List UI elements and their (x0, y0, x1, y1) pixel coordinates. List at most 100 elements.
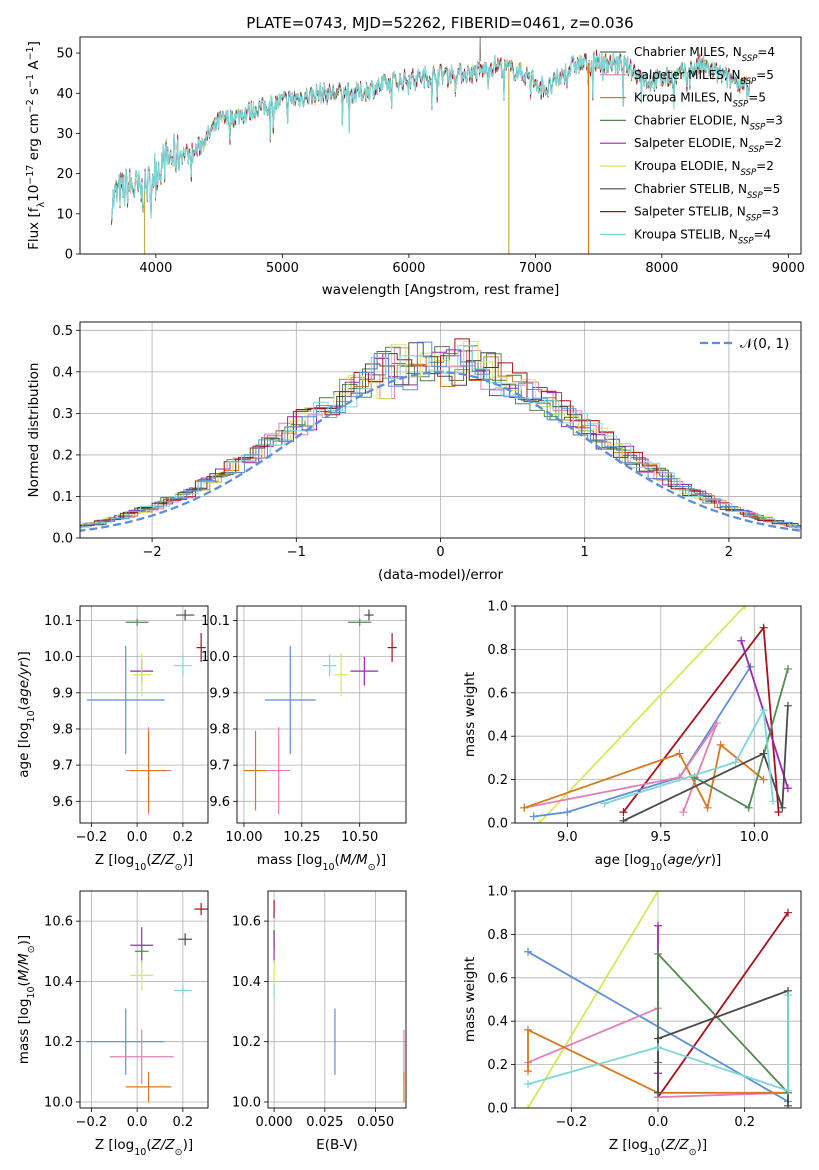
label-part: ⊙ (689, 1147, 697, 1158)
y-tick-label: 9.8 (52, 722, 73, 737)
legend-text: Kroupa STELIB, N (634, 227, 738, 241)
y-tick-label: 9.7 (52, 759, 73, 774)
x-tick-label: 10.0 (740, 830, 769, 845)
label-part: M/M (340, 852, 368, 868)
y-tick-label: 10.2 (44, 1035, 73, 1050)
plot-area (237, 606, 406, 823)
axes-frame (267, 890, 407, 1109)
y-tick-label: 10.0 (232, 1095, 261, 1110)
weight-marker (774, 808, 783, 817)
y-tick-label: 50 (56, 47, 73, 62)
legend-text: Kroupa MILES, N (634, 91, 733, 105)
label-part: age [log (595, 852, 650, 868)
legend-label: Salpeter MILES, NSSP=5 (634, 68, 774, 87)
y-tick-label: 0.5 (52, 324, 73, 339)
y-tick-label: 0.0 (52, 532, 73, 547)
weight-marker (563, 808, 572, 817)
label-part: )] (16, 935, 32, 946)
x-tick-label: 10.00 (225, 830, 262, 845)
y-axis-label: mass weight (462, 957, 478, 1042)
legend-suffix: =4 (757, 45, 775, 59)
axes-frame (236, 605, 407, 824)
label-part: ] (26, 41, 42, 46)
weight-marker (737, 636, 746, 645)
weight-marker (784, 908, 792, 917)
y-tick-label: 0.2 (487, 1058, 508, 1073)
x-tick-label: −0.2 (76, 830, 108, 845)
legend-suffix: =3 (761, 205, 779, 219)
label-part: Z [log (95, 852, 134, 868)
legend-suffix: =2 (764, 136, 782, 150)
axes-frame (514, 890, 802, 1109)
y-tick-label: 10.6 (232, 915, 261, 930)
label-part: mass [log (16, 999, 32, 1065)
x-axis-label: Z [log10(Z/Z⊙)] (95, 1137, 193, 1158)
plot-area (111, 37, 751, 254)
x-tick-label: 10.50 (341, 830, 378, 845)
weight-marker (524, 1067, 532, 1076)
weight-marker (619, 808, 628, 817)
x-tick-label: 0.0 (127, 1115, 148, 1130)
x-axis-label: wavelength [Angstrom, rest frame] (322, 282, 560, 298)
weight-line-8 (604, 707, 774, 805)
hist-step-4 (80, 349, 801, 527)
x-tick-label: 0.025 (306, 1115, 343, 1130)
x-axis-label: E(B-V) (316, 1137, 358, 1153)
legend-text: Kroupa ELODIE, N (634, 159, 741, 173)
x-tick-label: 7000 (519, 261, 552, 276)
x-axis-label: mass [log10(M/M⊙)] (257, 852, 386, 873)
weight-marker (712, 719, 721, 728)
y-axis-label: Normed distribution (26, 363, 42, 498)
y-tick-label: 1.0 (487, 600, 508, 615)
y-tick-label: 9.9 (209, 686, 230, 701)
label-part: Z [log (95, 1137, 134, 1153)
weight-line-0 (527, 891, 659, 1108)
weight-marker (784, 1086, 792, 1095)
y-axis-label: age [log10(age/yr)] (16, 651, 37, 777)
x-tick-label: 9.5 (650, 830, 671, 845)
y-tick-label: 0.6 (487, 971, 508, 986)
weight-marker (768, 797, 777, 806)
y-tick-label: 0.0 (487, 1102, 508, 1117)
panel-mass-vs-ebv: 0.000 0.025 0.050 10.0 10.2 10.4 10.6 E(B-V) (232, 890, 407, 1153)
legend-text: Salpeter MILES, N (634, 68, 741, 82)
label-part: Flux [f (26, 206, 42, 250)
weight-marker (784, 1101, 792, 1108)
weight-marker (679, 808, 688, 817)
legend-suffix: =5 (763, 182, 781, 196)
panel-spectrum: 4000 5000 6000 7000 8000 9000 0 10 20 30 40 50 Chabr… (25, 36, 805, 298)
legend-sub: SSP (733, 100, 749, 110)
label-part: 10 (648, 1147, 660, 1158)
label-part: Z/Z (151, 1137, 176, 1153)
weight-marker (654, 1088, 662, 1097)
y-tick-label: 9.6 (209, 795, 230, 810)
y-tick-label: 0.2 (487, 773, 508, 788)
y-tick-label: 0.4 (487, 730, 508, 745)
x-tick-label: −1 (287, 545, 306, 560)
label-part: 10 (26, 185, 42, 202)
panel-age-vs-Z: −0.2 0.0 0.29.69.79.89.910.010.1Z [log10(Z… (16, 605, 209, 873)
legend-sub: SSP (741, 77, 757, 87)
label-part: age/yr (16, 660, 32, 705)
weight-marker (600, 799, 609, 808)
weight-marker (783, 784, 792, 793)
legend-label: Salpeter ELODIE, NSSP=2 (634, 136, 782, 155)
y-tick-label: 10.4 (44, 975, 73, 990)
label-part: M/M (16, 953, 32, 981)
panel-mass-vs-Z: −0.2 0.0 0.210.010.210.410.6Z [log10(Z/Z⊙)… (16, 890, 209, 1158)
weight-line-3 (524, 722, 718, 813)
x-tick-label: 0.2 (173, 830, 194, 845)
y-tick-label: 30 (56, 127, 73, 142)
weight-marker (740, 606, 749, 610)
label-part: 10 (26, 986, 37, 998)
halpha-spike (479, 37, 482, 66)
label-part: age [log (16, 722, 32, 777)
hist-step-6 (80, 342, 801, 527)
axes-frame (514, 605, 802, 824)
y-tick-label: 10.4 (232, 975, 261, 990)
x-axis-label: (data-model)/error (378, 567, 504, 583)
x-tick-label: 0.000 (255, 1115, 292, 1130)
weight-line-6 (657, 951, 789, 1094)
label-part: ⊙ (368, 862, 376, 873)
x-tick-label: −0.2 (556, 1115, 588, 1130)
